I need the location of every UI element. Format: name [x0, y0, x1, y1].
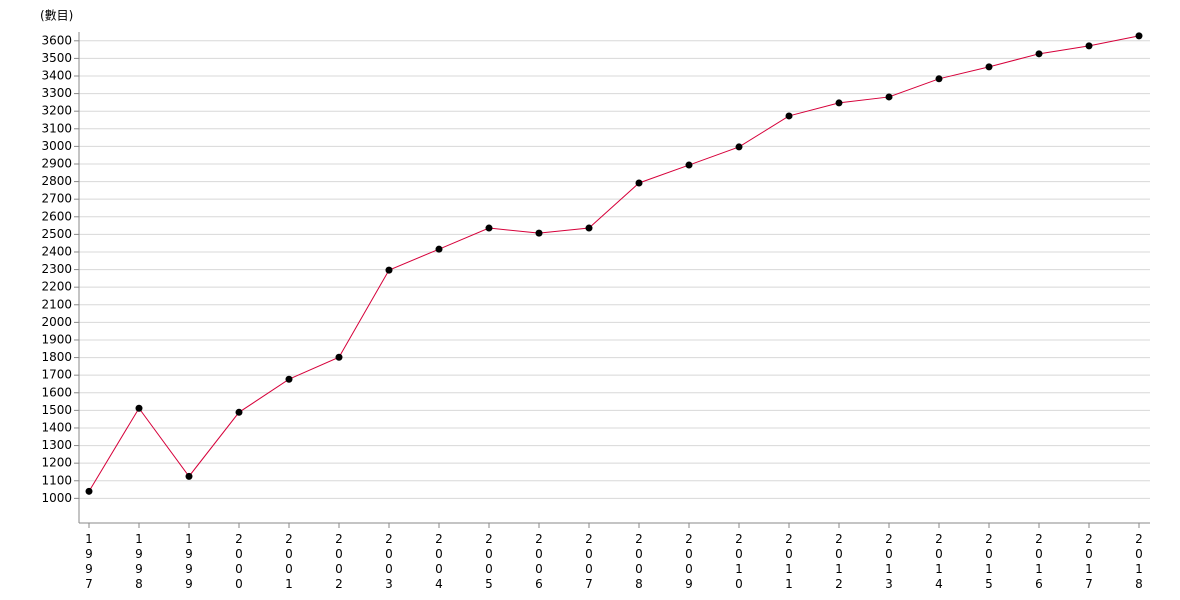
x-tick-label: 2012: [832, 532, 846, 592]
point: [985, 63, 993, 71]
point: [135, 404, 143, 412]
x-tick-label: 2018: [1132, 532, 1146, 592]
x-tick-label: 1999: [182, 532, 196, 592]
point: [685, 161, 693, 169]
y-tick-label: 3200: [41, 104, 72, 118]
x-tick-label: 1998: [132, 532, 146, 592]
x-tick-label: 2001: [282, 532, 296, 592]
x-tick-label: 2006: [532, 532, 546, 592]
x-tick-label: 2000: [232, 532, 246, 592]
point: [635, 179, 643, 187]
point: [1135, 32, 1143, 40]
x-tick-label: 2008: [632, 532, 646, 592]
x-tick-label: 2011: [782, 532, 796, 592]
y-tick-label: 1900: [41, 332, 72, 346]
y-tick-label: 2600: [41, 209, 72, 223]
y-tick-label: 2300: [41, 262, 72, 276]
x-tick-label: 2007: [582, 532, 596, 592]
point: [185, 472, 193, 480]
line: [88, 35, 1140, 492]
y-tick-label: 1400: [41, 420, 72, 434]
point: [1085, 42, 1093, 50]
point: [735, 143, 743, 151]
x-tick-label: 2016: [1032, 532, 1046, 592]
x-tick-label: 2002: [332, 532, 346, 592]
x-tick-label: 2015: [982, 532, 996, 592]
point: [835, 99, 843, 107]
point: [935, 75, 943, 83]
point: [285, 375, 293, 383]
point: [885, 93, 893, 101]
point: [385, 266, 393, 274]
y-tick-label: 2200: [41, 280, 72, 294]
y-tick-label: 1300: [41, 438, 72, 452]
y-tick-label: 2800: [41, 174, 72, 188]
y-tick-label: 2900: [41, 156, 72, 170]
point: [585, 224, 593, 232]
x-tick-label: 2017: [1082, 532, 1096, 592]
x-tick-label: 2010: [732, 532, 746, 592]
x-tick-label: 2003: [382, 532, 396, 592]
y-tick-label: 3600: [41, 33, 72, 47]
x-tick-label: 1997: [82, 532, 96, 592]
x-tick-label: 2013: [882, 532, 896, 592]
y-tick-label: 1200: [41, 456, 72, 470]
x-tick-label: 2005: [482, 532, 496, 592]
point: [85, 487, 93, 495]
y-tick-label: 2700: [41, 192, 72, 206]
y-tick-label: 1000: [41, 491, 72, 505]
y-tick-label: 1100: [41, 473, 72, 487]
y-axis-label: (數目): [40, 9, 73, 23]
y-tick-label: 3500: [41, 51, 72, 65]
y-tick-label: 3100: [41, 121, 72, 135]
x-tick-label: 2014: [932, 532, 946, 592]
y-tick-label: 3000: [41, 139, 72, 153]
point: [785, 112, 793, 120]
x-tick-label: 2004: [432, 532, 446, 592]
point: [1035, 50, 1043, 58]
y-tick-label: 2500: [41, 227, 72, 241]
y-tick-label: 2000: [41, 315, 72, 329]
y-tick-label: 1600: [41, 385, 72, 399]
y-tick-label: 1500: [41, 403, 72, 417]
y-tick-label: 1700: [41, 368, 72, 382]
point: [535, 229, 543, 237]
y-tick-label: 1800: [41, 350, 72, 364]
point: [235, 408, 243, 416]
y-tick-label: 2100: [41, 297, 72, 311]
y-tick-label: 2400: [41, 244, 72, 258]
point: [335, 353, 343, 361]
x-tick-label: 2009: [682, 532, 696, 592]
y-tick-label: 3300: [41, 86, 72, 100]
point: [485, 224, 493, 232]
y-tick-label: 3400: [41, 68, 72, 82]
point: [435, 245, 443, 253]
